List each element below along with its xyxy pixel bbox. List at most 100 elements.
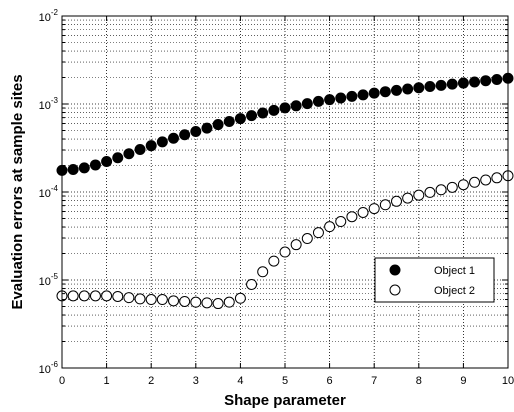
data-point-series-1 xyxy=(123,148,135,160)
y-tick-label: 10-4 xyxy=(39,184,59,200)
data-point-series-2 xyxy=(480,174,492,186)
data-point-series-1 xyxy=(156,136,168,148)
y-tick-label: 10-5 xyxy=(39,272,59,288)
x-tick-label: 7 xyxy=(371,375,377,387)
y-tick-base: 10 xyxy=(39,364,51,376)
data-point-series-2 xyxy=(279,246,291,258)
y-tick-exponent: -6 xyxy=(51,360,59,369)
data-point-series-2 xyxy=(257,266,269,278)
x-tick-label: 1 xyxy=(104,375,110,387)
data-point-series-2 xyxy=(212,298,224,310)
data-point-series-2 xyxy=(134,293,146,305)
data-point-series-2 xyxy=(168,295,179,307)
data-point-series-1 xyxy=(290,100,302,112)
data-point-series-2 xyxy=(156,294,168,306)
data-point-series-1 xyxy=(480,75,492,87)
data-point-series-1 xyxy=(491,73,503,85)
data-point-series-1 xyxy=(257,107,269,119)
data-point-series-1 xyxy=(312,95,324,107)
data-point-series-2 xyxy=(190,296,202,308)
data-point-series-2 xyxy=(324,221,336,233)
y-tick-label: 10-3 xyxy=(39,96,59,112)
data-point-series-1 xyxy=(435,79,447,91)
data-point-series-2 xyxy=(179,295,191,307)
data-point-series-2 xyxy=(335,216,347,228)
data-point-series-2 xyxy=(290,239,302,251)
x-tick-label: 3 xyxy=(193,375,199,387)
data-point-series-2 xyxy=(201,297,213,309)
legend-label-object-2: Object 2 xyxy=(434,285,475,297)
data-point-series-2 xyxy=(357,206,369,218)
data-point-series-1 xyxy=(168,132,179,144)
legend-marker-object-1 xyxy=(389,264,401,276)
legend: Object 1 Object 2 xyxy=(374,257,495,303)
y-tick-labels: 10-610-510-410-310-2 xyxy=(39,8,59,376)
data-point-series-2 xyxy=(301,233,313,245)
data-point-series-1 xyxy=(368,87,380,99)
data-point-series-1 xyxy=(268,104,280,116)
data-point-series-2 xyxy=(234,292,246,304)
data-point-series-1 xyxy=(279,102,291,114)
data-point-series-2 xyxy=(78,290,90,302)
x-tick-label: 8 xyxy=(416,375,422,387)
y-tick-exponent: -3 xyxy=(51,96,59,105)
x-tick-labels: 0 1 2 3 4 5 6 7 8 9 10 xyxy=(59,375,514,387)
data-point-series-2 xyxy=(446,181,458,193)
data-point-series-1 xyxy=(101,156,113,168)
data-point-series-2 xyxy=(413,189,425,201)
data-point-series-1 xyxy=(379,86,391,98)
data-point-series-2 xyxy=(246,278,258,290)
data-point-series-1 xyxy=(78,162,90,174)
data-point-series-1 xyxy=(324,94,336,106)
data-point-series-1 xyxy=(201,122,213,134)
y-tick-exponent: -2 xyxy=(51,8,59,17)
y-tick-base: 10 xyxy=(39,12,51,24)
data-point-series-2 xyxy=(379,199,391,211)
y-tick-label: 10-2 xyxy=(39,8,59,24)
y-tick-base: 10 xyxy=(39,276,51,288)
data-point-series-2 xyxy=(67,290,79,302)
data-point-series-2 xyxy=(402,192,414,204)
y-tick-exponent: -4 xyxy=(51,184,59,193)
data-point-series-2 xyxy=(101,290,113,302)
data-point-series-1 xyxy=(413,82,425,94)
y-axis-label: Evaluation errors at sample sites xyxy=(9,74,26,309)
data-point-series-1 xyxy=(179,129,191,141)
data-point-series-1 xyxy=(190,125,202,137)
data-point-series-2 xyxy=(312,227,324,239)
legend-marker-object-2 xyxy=(389,284,401,296)
data-point-series-1 xyxy=(134,144,146,156)
data-point-series-1 xyxy=(301,98,313,110)
x-axis-label: Shape parameter xyxy=(224,392,346,409)
plot-area xyxy=(56,15,514,369)
data-point-series-2 xyxy=(223,296,235,308)
data-point-series-1 xyxy=(424,81,436,93)
x-tick-label: 5 xyxy=(282,375,288,387)
data-point-series-2 xyxy=(457,179,469,191)
y-tick-exponent: -5 xyxy=(51,272,59,281)
legend-label-object-1: Object 1 xyxy=(434,265,475,277)
data-point-series-2 xyxy=(491,172,503,184)
y-tick-base: 10 xyxy=(39,100,51,112)
x-tick-label: 10 xyxy=(502,375,514,387)
data-point-series-2 xyxy=(424,186,436,198)
data-point-series-1 xyxy=(223,115,235,127)
data-point-series-1 xyxy=(391,84,402,96)
data-point-series-1 xyxy=(234,113,246,125)
data-point-series-1 xyxy=(457,77,469,89)
data-point-series-1 xyxy=(335,92,347,104)
data-point-series-1 xyxy=(112,152,124,164)
data-point-series-1 xyxy=(212,119,224,131)
data-point-series-1 xyxy=(346,90,358,102)
data-point-series-2 xyxy=(112,290,124,302)
data-point-series-2 xyxy=(346,211,358,223)
data-point-series-2 xyxy=(145,294,157,306)
data-point-series-2 xyxy=(368,203,380,215)
data-point-series-1 xyxy=(446,78,458,90)
y-tick-base: 10 xyxy=(39,188,51,200)
data-point-series-2 xyxy=(391,195,402,207)
data-point-series-2 xyxy=(469,176,481,188)
data-point-series-1 xyxy=(89,159,101,171)
data-point-series-2 xyxy=(268,255,280,267)
data-point-series-1 xyxy=(357,89,369,101)
